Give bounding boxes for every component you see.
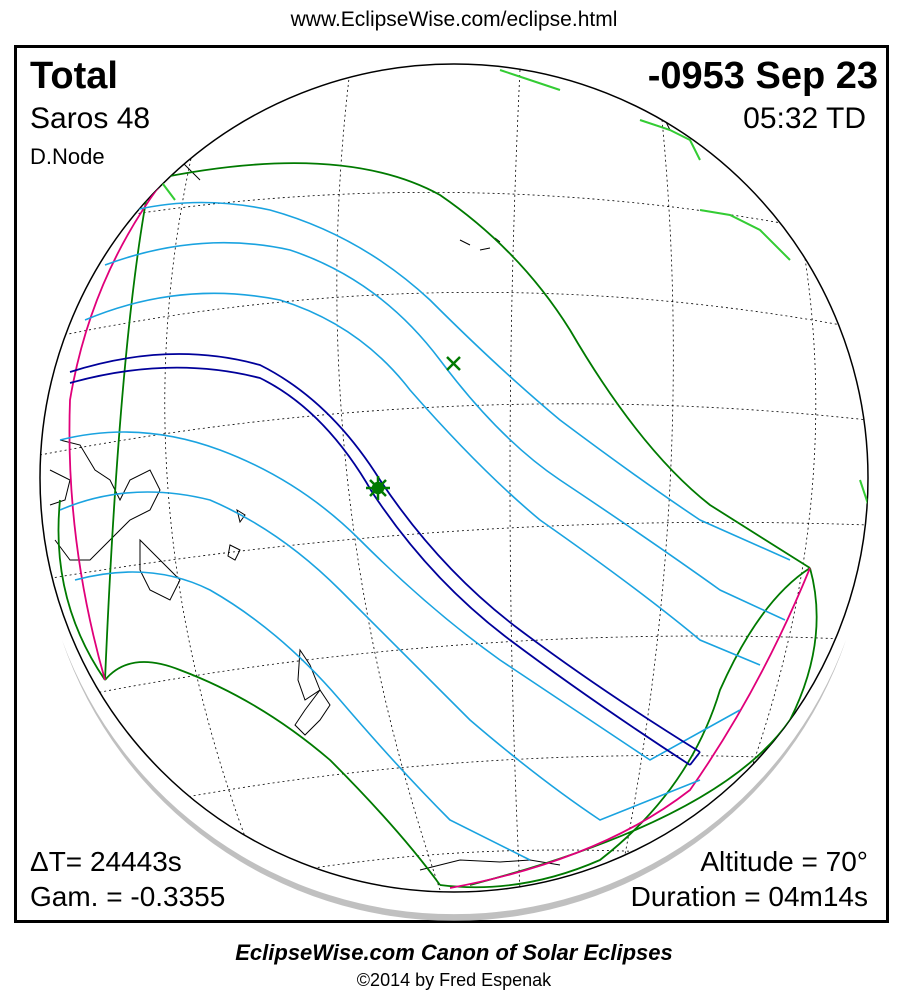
rise-set-curve bbox=[68, 184, 811, 889]
sub-solar-x-marker bbox=[446, 356, 461, 371]
eclipse-type: Total bbox=[30, 55, 118, 97]
central-path bbox=[69, 353, 701, 766]
greatest-eclipse-star-marker bbox=[366, 476, 390, 500]
eclipse-date: -0953 Sep 23 bbox=[647, 55, 878, 97]
eclipse-time: 05:32 TD bbox=[743, 102, 866, 135]
sun-altitude: Altitude = 70° bbox=[700, 846, 868, 877]
node-label: D.Node bbox=[30, 144, 105, 169]
site-url: www.EclipseWise.com/eclipse.html bbox=[290, 8, 618, 31]
delta-t: ΔT= 24443s bbox=[30, 846, 182, 877]
canon-title: EclipseWise.com Canon of Solar Eclipses bbox=[235, 940, 673, 965]
globe-outline bbox=[39, 63, 869, 893]
copyright-notice: ©2014 by Fred Espenak bbox=[356, 970, 552, 990]
gamma-value: Gam. = -0.3355 bbox=[30, 881, 226, 912]
eclipse-duration: Duration = 04m14s bbox=[630, 881, 868, 912]
graticule bbox=[40, 69, 868, 891]
partial-limits bbox=[59, 201, 791, 861]
map-frame bbox=[14, 45, 889, 923]
saros-number: Saros 48 bbox=[30, 102, 151, 135]
